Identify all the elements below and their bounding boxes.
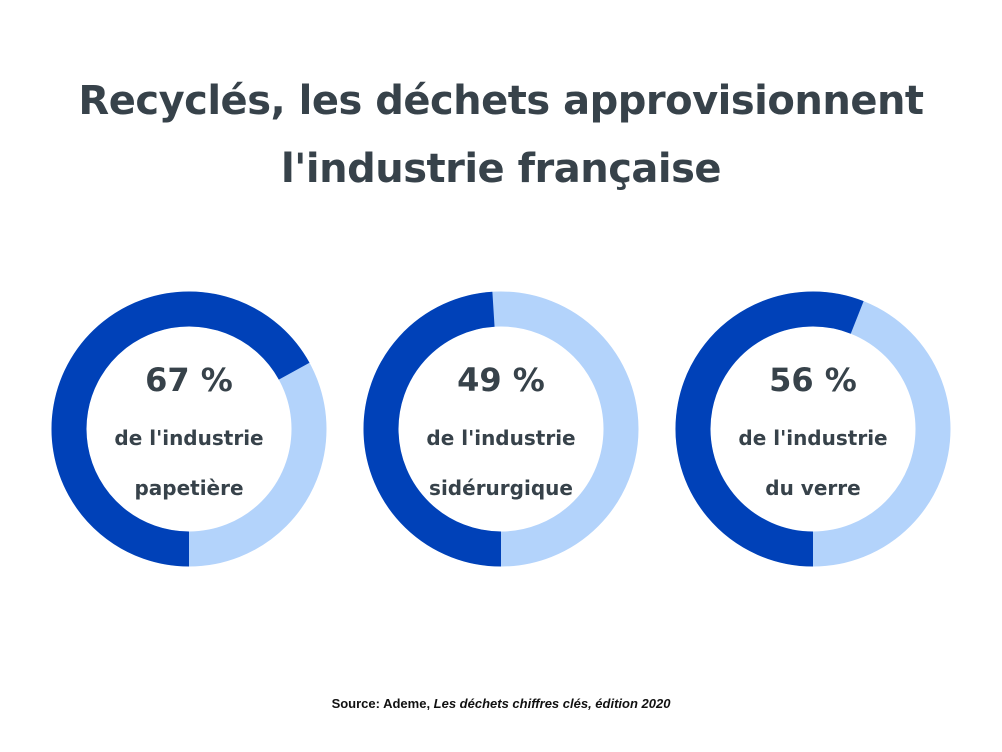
label-line-1: de l'industrie — [426, 426, 575, 450]
value-slice — [675, 291, 864, 567]
label-line-2: papetière — [134, 476, 243, 500]
value-slice — [363, 291, 502, 567]
percent-label: 49 % — [457, 361, 545, 399]
donut-3: 56 % de l'industrie du verre — [675, 291, 951, 567]
source-title: Les déchets chiffres clés, édition 2020 — [433, 696, 671, 711]
source-note: Source: Ademe, Les déchets chiffres clés… — [0, 696, 1002, 711]
percent-label: 67 % — [145, 361, 233, 399]
value-slice — [51, 291, 310, 567]
label-line-2: du verre — [765, 476, 860, 500]
donut-2: 49 % de l'industrie sidérurgique — [363, 291, 639, 567]
label-line-2: sidérurgique — [429, 476, 573, 500]
percent-label: 56 % — [769, 361, 857, 399]
label-line-1: de l'industrie — [738, 426, 887, 450]
title-line-1: Recyclés, les déchets approvisionnent — [78, 78, 924, 124]
label-line-1: de l'industrie — [114, 426, 263, 450]
source-prefix: Source: Ademe, — [331, 696, 434, 711]
donut-1: 67 % de l'industrie papetière — [51, 291, 327, 567]
title-line-2: l'industrie française — [280, 146, 722, 192]
